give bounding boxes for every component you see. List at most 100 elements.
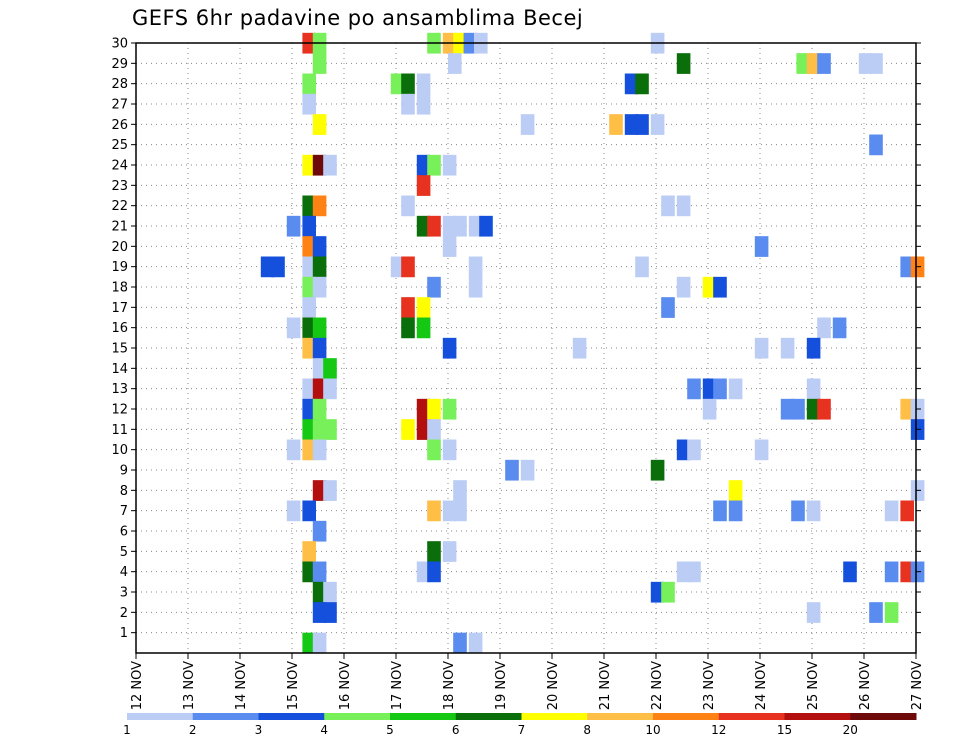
heatmap-cell: [780, 337, 795, 359]
heatmap-cell: [728, 378, 743, 400]
y-tick-label: 17: [111, 301, 128, 316]
heatmap-cell: [754, 236, 769, 257]
heatmap-cell: [312, 398, 327, 420]
colorbar-swatch: [127, 713, 194, 720]
y-tick-label: 29: [111, 57, 128, 72]
heatmap-cell: [427, 439, 441, 461]
heatmap-cell: [312, 276, 327, 298]
heatmap-cell: [323, 581, 337, 603]
heatmap-cell: [806, 398, 821, 420]
heatmap-cell: [286, 215, 301, 237]
y-tick-label: 19: [111, 260, 128, 275]
x-tick-label: 18 NOV: [442, 661, 457, 710]
heatmap-cell: [869, 602, 883, 623]
heatmap-cell: [302, 297, 316, 318]
heatmap-cell: [302, 378, 316, 400]
heatmap-cell: [817, 317, 831, 339]
heatmap-cell: [323, 378, 337, 400]
heatmap-cell: [728, 480, 743, 501]
x-tick-label: 17 NOV: [390, 661, 405, 710]
y-tick-label: 8: [120, 484, 128, 499]
x-tick-label: 26 NOV: [858, 661, 873, 710]
heatmap-cell: [713, 500, 727, 522]
heatmap-cell: [869, 134, 883, 156]
colorbar-label: 12: [711, 723, 726, 737]
heatmap-cell: [468, 632, 483, 654]
y-tick-label: 18: [111, 281, 128, 296]
y-tick-label: 20: [111, 240, 128, 255]
colorbar-label: 6: [452, 723, 460, 737]
y-tick-label: 7: [120, 504, 128, 519]
heatmap-cell: [390, 73, 405, 95]
y-tick-label: 25: [111, 138, 128, 153]
y-tick-label: 13: [111, 382, 128, 397]
heatmap-cell: [401, 195, 415, 217]
heatmap-cell: [635, 256, 649, 278]
heatmap-cell: [312, 53, 327, 74]
heatmap-cell: [442, 541, 457, 562]
heatmap-cell: [312, 632, 327, 654]
x-tick-label: 25 NOV: [806, 661, 821, 710]
heatmap-cell: [806, 378, 821, 400]
x-tick-label: 22 NOV: [650, 661, 665, 710]
heatmap-cell: [401, 256, 415, 278]
heatmap-cell: [884, 500, 899, 522]
heatmap-cell: [312, 581, 327, 603]
heatmap-cell: [416, 73, 431, 95]
heatmap-cell: [286, 500, 301, 522]
y-tick-label: 10: [111, 443, 128, 458]
heatmap-cell: [780, 398, 795, 420]
heatmap-cell: [302, 337, 316, 359]
heatmap-cell: [900, 398, 914, 420]
heatmap-cell: [302, 632, 316, 654]
heatmap-cell: [401, 93, 415, 115]
heatmap-cell: [442, 398, 457, 420]
y-tick-label: 21: [111, 220, 128, 235]
x-tick-label: 16 NOV: [338, 661, 353, 710]
heatmap-cell: [442, 236, 457, 257]
x-tick-label: 24 NOV: [754, 661, 769, 710]
heatmap-cell: [302, 256, 316, 278]
y-tick-label: 22: [111, 199, 128, 214]
heatmap-cell: [843, 561, 857, 583]
heatmap-cell: [650, 114, 665, 135]
heatmap-cell: [416, 215, 431, 237]
heatmap-cell: [468, 256, 483, 278]
y-tick-label: 5: [120, 545, 128, 560]
heatmap-cell: [302, 93, 316, 115]
heatmap-cell: [754, 439, 769, 461]
heatmap-cell: [806, 500, 821, 522]
heatmap-cell: [448, 53, 462, 74]
heatmap-cell: [806, 602, 821, 623]
y-tick-label: 15: [111, 342, 128, 357]
heatmap-cell: [312, 195, 327, 217]
heatmap-cell: [427, 419, 441, 440]
heatmap-cell: [687, 378, 701, 400]
heatmap-cell: [302, 317, 316, 339]
y-tick-label: 3: [120, 586, 128, 601]
heatmap-cell: [302, 195, 316, 217]
heatmap-cell: [302, 561, 316, 583]
colorbar-swatch: [587, 713, 654, 720]
colorbar-swatch: [521, 713, 588, 720]
heatmap-cell: [702, 276, 717, 298]
heatmap-cell: [302, 236, 316, 257]
heatmap-cell: [479, 215, 493, 237]
heatmap-cell: [286, 439, 301, 461]
y-tick-label: 24: [111, 159, 128, 174]
heatmap-cell: [312, 337, 327, 359]
heatmap-cell: [312, 602, 327, 623]
colorbar-swatch: [653, 713, 720, 720]
y-tick-label: 30: [111, 37, 128, 52]
heatmap-cell: [442, 500, 457, 522]
heatmap-cell: [650, 459, 665, 481]
x-tick-label: 15 NOV: [286, 661, 301, 710]
y-tick-label: 26: [111, 118, 128, 133]
y-tick-label: 23: [111, 179, 128, 194]
y-tick-label: 16: [111, 321, 128, 336]
y-tick-label: 12: [111, 403, 128, 418]
heatmap-cell: [427, 154, 441, 176]
heatmap-cell: [468, 276, 483, 298]
heatmap-cell: [791, 398, 805, 420]
